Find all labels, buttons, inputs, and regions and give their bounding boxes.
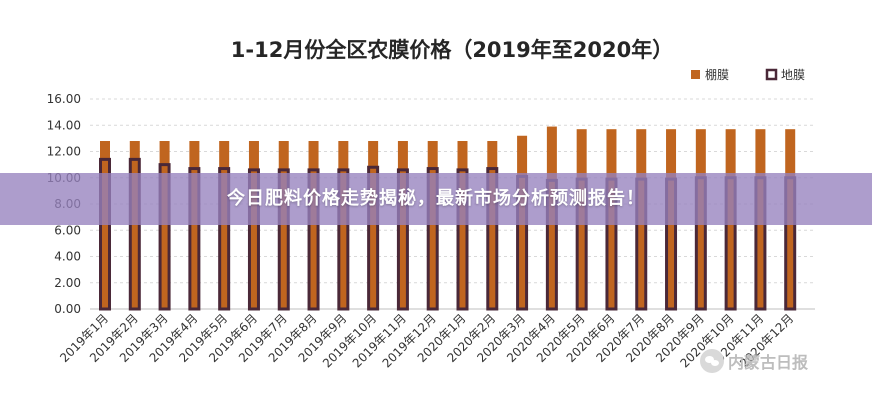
bar-greenhouse-film [397, 141, 408, 309]
bar-greenhouse-film [338, 141, 349, 309]
bar-greenhouse-film [457, 141, 468, 309]
y-tick-label: 2.00 [54, 276, 81, 290]
bar-greenhouse-film [278, 141, 289, 309]
bar-mulch-film [99, 157, 111, 311]
legend-label: 地膜 [781, 68, 805, 82]
headline-banner[interactable]: 今日肥料价格走势揭秘，最新市场分析预测报告！ [0, 173, 872, 225]
watermark-text: 内蒙古日报 [728, 353, 809, 372]
bar-greenhouse-film [219, 141, 230, 309]
bar-mulch-film [277, 168, 290, 311]
y-tick-label: 0.00 [54, 302, 81, 316]
legend-item-greenhouse-film: 棚膜 [691, 67, 729, 82]
headline-text[interactable]: 今日肥料价格走势揭秘，最新市场分析预测报告！ [227, 188, 645, 209]
bar-mulch-film [396, 168, 409, 311]
bar-greenhouse-film [159, 141, 170, 309]
bar-greenhouse-film [427, 141, 438, 309]
bar-greenhouse-film [308, 141, 319, 309]
chart-legend: 棚膜 地膜 [691, 67, 805, 82]
bar-mulch-film [158, 163, 171, 311]
bar-mulch-film [128, 157, 141, 311]
y-tick-label: 16.00 [47, 92, 81, 106]
x-axis: 2019年1月2019年2月2019年3月2019年4月2019年5月2019年… [57, 311, 796, 370]
y-tick-label: 14.00 [47, 118, 81, 132]
bar-mulch-film [426, 167, 439, 311]
bar-mulch-film [337, 168, 350, 311]
y-tick-label: 12.00 [47, 145, 81, 159]
bar-mulch-film [218, 167, 231, 311]
legend-item-mulch-film: 地膜 [765, 68, 805, 82]
wechat-icon [700, 349, 724, 373]
legend-label: 棚膜 [705, 67, 729, 82]
bar-greenhouse-film [129, 141, 140, 309]
y-tick-label: 6.00 [54, 223, 81, 237]
legend-swatch [765, 68, 778, 81]
bar-mulch-film [307, 168, 320, 311]
bar-mulch-film [188, 167, 201, 311]
bar-greenhouse-film [189, 141, 200, 309]
bar-greenhouse-film [487, 141, 498, 309]
bar-greenhouse-film [368, 141, 379, 309]
legend-swatch [691, 70, 700, 79]
bar-mulch-film [456, 168, 469, 311]
bar-mulch-film [486, 167, 499, 311]
source-watermark: 内蒙古日报 [700, 346, 808, 376]
bar-greenhouse-film [100, 141, 110, 309]
bar-mulch-film [247, 168, 260, 311]
chart-title: 1-12月份全区农膜价格（2019年至2020年） [231, 38, 673, 62]
bar-greenhouse-film [248, 141, 259, 309]
y-tick-label: 4.00 [54, 250, 81, 264]
bar-mulch-film [367, 165, 380, 311]
